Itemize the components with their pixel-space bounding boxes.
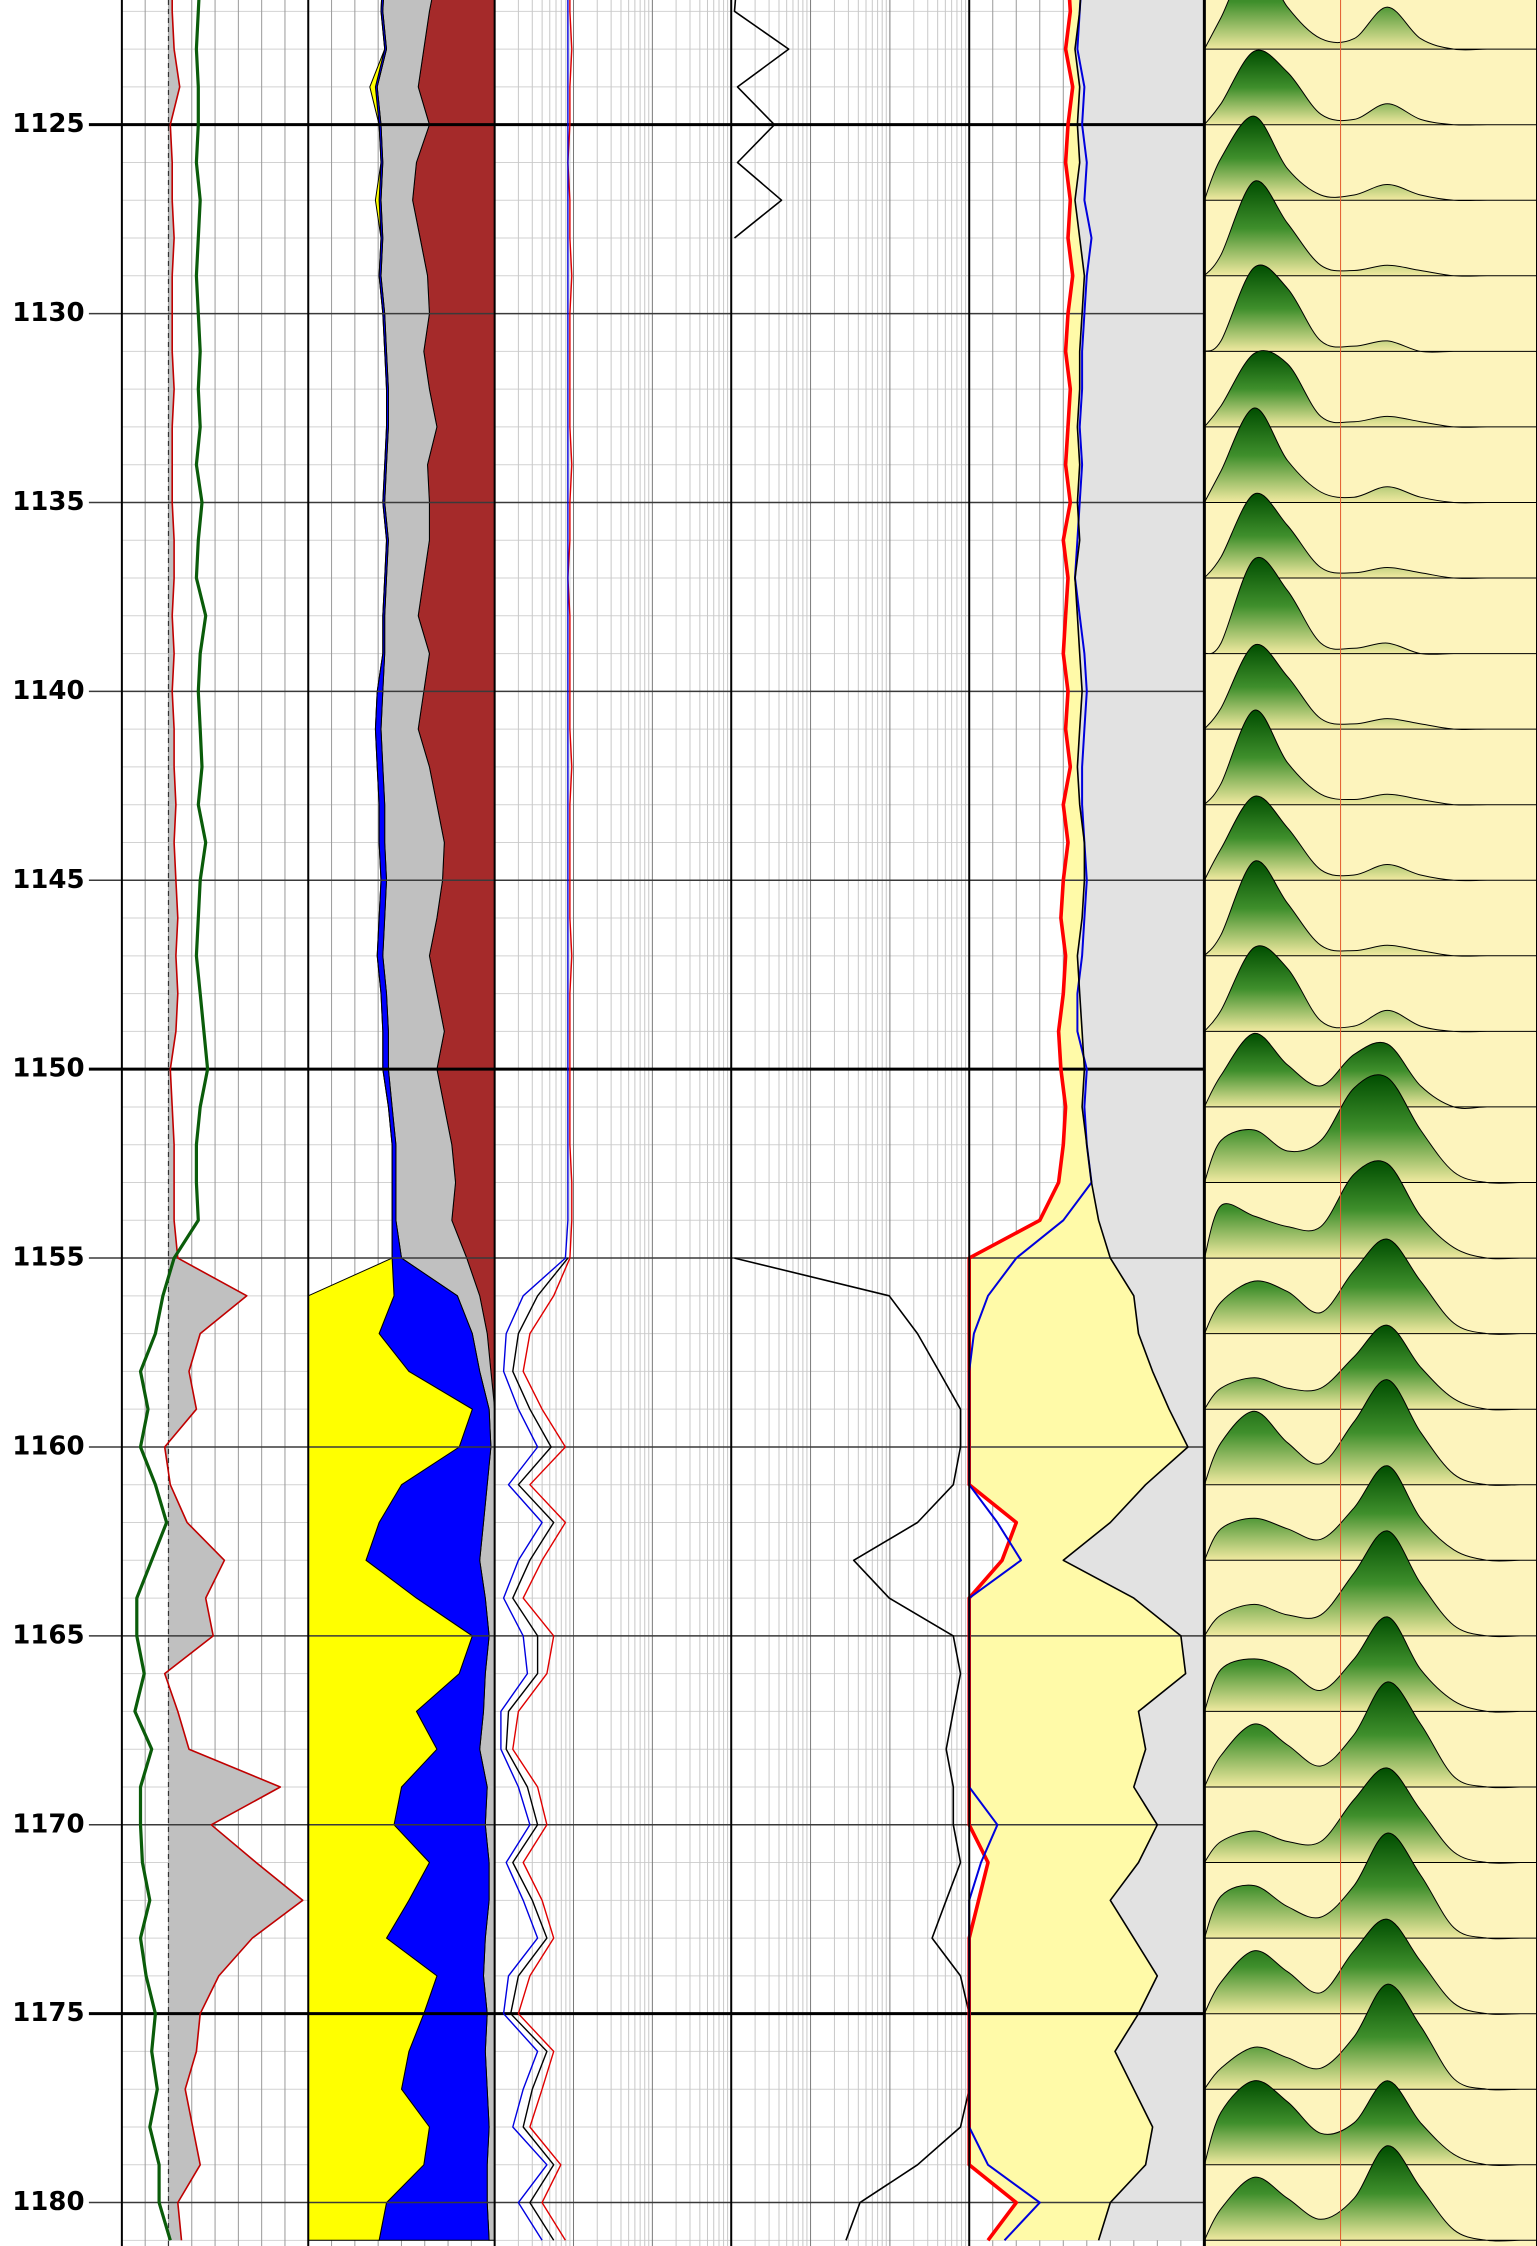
log-curve: [512, 0, 573, 2241]
waveform-trace: [1203, 1832, 1537, 1940]
depth-label: 1125: [12, 109, 84, 139]
log-curve: [505, 1257, 569, 2241]
waveform-trace: [1203, 1918, 1537, 2015]
between-fill: [969, 0, 1188, 2241]
depth-label: 1145: [12, 865, 84, 895]
log-curve: [1062, 0, 1189, 2241]
text-layer: 1125 1130 1135 1140 1145 1150 1155 1160 1165 1170…: [12, 109, 84, 2217]
waveform-trace: [1203, 2080, 1537, 2167]
waveform-trace: [1203, 407, 1537, 504]
depth-label: 1140: [12, 676, 84, 706]
stack-area: [307, 0, 473, 2241]
wave-layer: [1202, 0, 1537, 2246]
waveform-trace: [1203, 1983, 1537, 2091]
waveform-trace: [1203, 492, 1537, 579]
fills-layer: [164, 0, 1205, 2241]
lines-layer: [133, 0, 1189, 2246]
waveform-trace: [1203, 1767, 1537, 1864]
major-layer: [88, 123, 1205, 2204]
waveform-trace: [1203, 180, 1537, 277]
waveform-trace: [1203, 1324, 1537, 1411]
waveform-trace: [1203, 795, 1537, 882]
waveform-trace: [1203, 860, 1537, 957]
depth-label: 1175: [12, 1998, 84, 2028]
depth-label: 1180: [12, 2187, 84, 2217]
waveform-trace: [1203, 1238, 1537, 1335]
waveform-trace: [1203, 1032, 1537, 1109]
depth-label: 1155: [12, 1243, 84, 1273]
waveform-trace: [1203, 350, 1537, 428]
log-curve: [967, 0, 1075, 2242]
waveform-trace: [1203, 1379, 1537, 1486]
log-curve: [968, 0, 1093, 2241]
depth-label: 1130: [12, 298, 84, 328]
waveform-trace: [1203, 1074, 1537, 1184]
waveform-trace: [1202, 556, 1537, 655]
log-curve: [500, 0, 569, 2241]
waveform-trace: [1203, 2145, 1537, 2242]
waveform-trace: [1203, 1530, 1537, 1638]
log-curve: [163, 0, 304, 2241]
border-layer: [120, 0, 1537, 2246]
waveform-trace: [1203, 1616, 1537, 1713]
waveform-trace: [1202, 264, 1537, 353]
curve-fill: [164, 0, 303, 2241]
waveform-trace: [1203, 1681, 1537, 1789]
waveform-trace: [1203, 945, 1537, 1033]
depth-label: 1150: [12, 1054, 84, 1084]
depth-label: 1170: [12, 1809, 84, 1839]
depth-label: 1135: [12, 487, 84, 517]
waveform-trace: [1203, 0, 1537, 51]
waveform-trace: [1203, 643, 1537, 730]
right-fill: [1063, 0, 1205, 2241]
waveform-trace: [1203, 1465, 1537, 1562]
depth-label: 1165: [12, 1620, 84, 1650]
depth-label: 1160: [12, 1431, 84, 1461]
log-curve: [133, 0, 210, 2241]
waveform-trace: [1203, 1160, 1537, 1260]
waveform-trace: [1203, 709, 1537, 806]
log-curve: [733, 0, 970, 2241]
waveform-trace: [1203, 49, 1537, 126]
waveform-trace: [1203, 115, 1537, 202]
